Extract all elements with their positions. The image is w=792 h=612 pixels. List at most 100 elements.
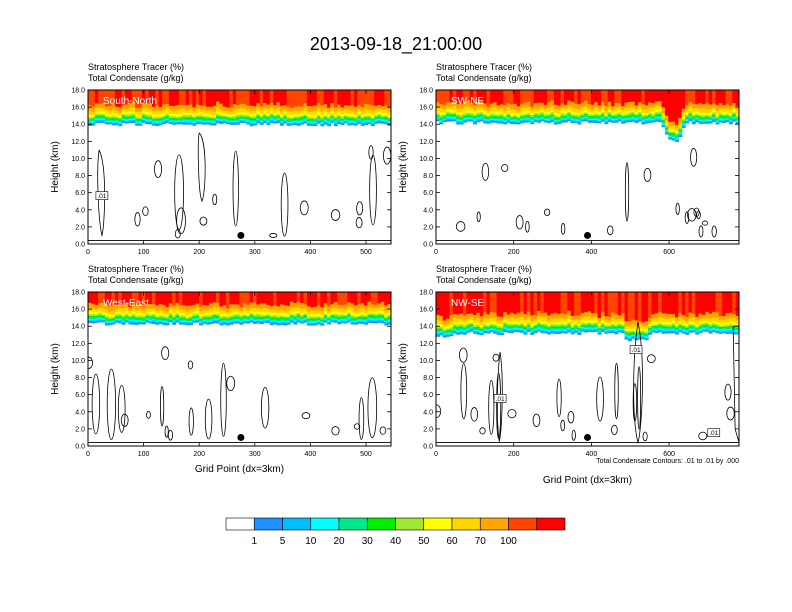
- panel-label: SW-NE: [451, 96, 484, 107]
- colorbar: 1 5 10 20 30 40 50 60 70 100: [225, 517, 566, 547]
- y-tick-label: 16.0: [419, 105, 433, 112]
- x-tick-label: 300: [249, 451, 261, 458]
- y-tick-label: 8.0: [75, 173, 85, 180]
- x-tick-label: 300: [249, 249, 261, 256]
- condensate-contours: [436, 321, 739, 445]
- contour-label: .01: [496, 396, 505, 403]
- colorbar-swatch: [253, 517, 283, 531]
- x-tick-label: 100: [138, 451, 150, 458]
- y-tick-label: 0.0: [75, 444, 85, 451]
- panel-subtitle: Stratosphere Tracer (%): [88, 62, 184, 72]
- y-tick-label: 12.0: [71, 139, 85, 146]
- y-tick-label: 14.0: [71, 324, 85, 331]
- colorbar-swatch: [508, 517, 538, 531]
- panel-subtitle-2: Total Condensate (g/kg): [88, 73, 184, 83]
- panel-label: South-North: [103, 96, 157, 107]
- y-tick-label: 14.0: [419, 122, 433, 129]
- y-tick-label: 18.0: [71, 88, 85, 95]
- plot-area: [436, 90, 739, 244]
- location-marker: [584, 231, 591, 239]
- x-tick-label: 400: [586, 249, 598, 256]
- location-marker: [584, 433, 591, 441]
- y-tick-label: 16.0: [419, 307, 433, 314]
- panel-subtitle-2: Total Condensate (g/kg): [436, 275, 532, 285]
- y-tick-label: 8.0: [423, 375, 433, 382]
- panel-label: NW-SE: [451, 298, 484, 309]
- y-tick-label: 2.0: [423, 224, 433, 231]
- x-tick-label: 600: [663, 451, 675, 458]
- y-tick-label: 2.0: [75, 426, 85, 433]
- figure-title: 2013-09-18_21:00:00: [310, 34, 482, 55]
- colorbar-label: 20: [333, 536, 345, 547]
- y-tick-label: 4.0: [75, 409, 85, 416]
- x-tick-label: 0: [86, 249, 90, 256]
- colorbar-label: 100: [500, 536, 517, 547]
- panel-1: Stratosphere Tracer (%)Total Condensate …: [50, 62, 392, 256]
- colorbar-swatch: [225, 517, 255, 531]
- colorbar-label: 5: [280, 536, 286, 547]
- y-axis-label: Height (km): [50, 343, 61, 395]
- location-marker: [237, 433, 245, 441]
- colorbar-label: 10: [305, 536, 317, 547]
- condensate-contours: [88, 346, 391, 443]
- x-tick-label: 500: [360, 249, 372, 256]
- x-axis-label: Grid Point (dx=3km): [543, 475, 632, 486]
- y-tick-label: 16.0: [71, 105, 85, 112]
- panel-subtitle-2: Total Condensate (g/kg): [88, 275, 184, 285]
- y-tick-label: 10.0: [71, 358, 85, 365]
- y-tick-label: 0.0: [423, 242, 433, 249]
- colorbar-swatch: [310, 517, 340, 531]
- y-tick-label: 4.0: [423, 409, 433, 416]
- x-tick-label: 400: [586, 451, 598, 458]
- colorbar-swatch: [395, 517, 425, 531]
- colorbar-label: 50: [418, 536, 430, 547]
- x-tick-label: 200: [508, 451, 520, 458]
- y-tick-label: 0.0: [75, 242, 85, 249]
- panel-subtitle: Stratosphere Tracer (%): [436, 264, 532, 274]
- plot-area: [88, 292, 391, 446]
- y-tick-label: 8.0: [423, 173, 433, 180]
- colorbar-swatch: [338, 517, 368, 531]
- colorbar-label: 30: [362, 536, 374, 547]
- colorbar-label: 1: [251, 536, 257, 547]
- x-tick-label: 200: [193, 249, 205, 256]
- y-tick-label: 6.0: [75, 190, 85, 197]
- colorbar-label: 40: [390, 536, 402, 547]
- x-tick-label: 100: [138, 249, 150, 256]
- y-axis-label: Height (km): [50, 141, 61, 193]
- x-tick-label: 200: [508, 249, 520, 256]
- x-axis-label: Grid Point (dx=3km): [195, 464, 284, 475]
- x-tick-label: 400: [305, 451, 317, 458]
- y-tick-label: 12.0: [71, 341, 85, 348]
- panel-subtitle: Stratosphere Tracer (%): [88, 264, 184, 274]
- y-tick-label: 18.0: [419, 88, 433, 95]
- panel-4: Stratosphere Tracer (%)Total Condensate …: [398, 264, 740, 486]
- y-tick-label: 6.0: [75, 392, 85, 399]
- x-tick-label: 0: [434, 249, 438, 256]
- y-tick-label: 12.0: [419, 139, 433, 146]
- colorbar-swatch: [536, 517, 566, 531]
- y-axis-label: Height (km): [398, 343, 409, 395]
- y-tick-label: 2.0: [423, 426, 433, 433]
- plot-area: .01 .01 .01: [436, 292, 739, 446]
- contour-label: .01: [709, 430, 718, 437]
- x-tick-label: 200: [193, 451, 205, 458]
- colorbar-swatch: [423, 517, 453, 531]
- y-tick-label: 8.0: [75, 375, 85, 382]
- contour-label: .01: [632, 347, 641, 354]
- y-tick-label: 16.0: [71, 307, 85, 314]
- y-tick-label: 14.0: [71, 122, 85, 129]
- colorbar-label: 60: [446, 536, 458, 547]
- colorbar-swatch: [282, 517, 312, 531]
- y-tick-label: 6.0: [423, 190, 433, 197]
- y-axis-label: Height (km): [398, 141, 409, 193]
- x-tick-label: 500: [360, 451, 372, 458]
- y-tick-label: 2.0: [75, 224, 85, 231]
- panel-subtitle: Stratosphere Tracer (%): [436, 62, 532, 72]
- contour-label: .01: [97, 193, 106, 200]
- panel-label: West-East: [103, 298, 149, 309]
- contour-note: Total Condensate Contours: .01 to .01 by…: [596, 458, 739, 465]
- y-tick-label: 6.0: [423, 392, 433, 399]
- panel-3: Stratosphere Tracer (%)Total Condensate …: [50, 264, 392, 475]
